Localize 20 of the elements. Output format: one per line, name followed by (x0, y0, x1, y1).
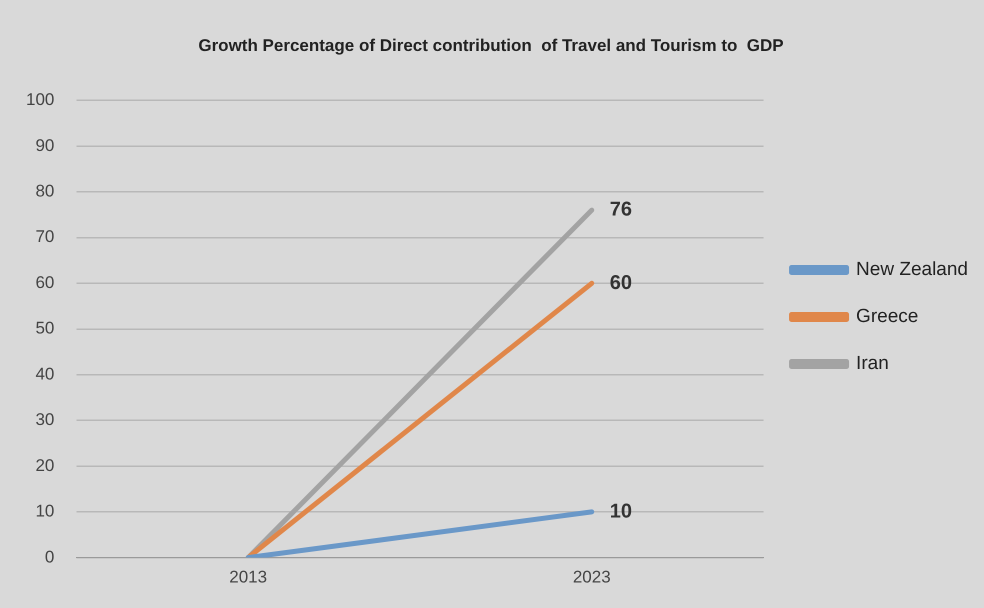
y-tick-label: 10 (35, 502, 54, 521)
y-tick-label: 80 (35, 182, 54, 201)
y-tick-label: 60 (35, 272, 54, 292)
x-tick-label: 2013 (229, 567, 268, 586)
legend-label: New Zealand (856, 259, 968, 280)
legend-label: Greece (856, 306, 918, 328)
data-label: 76 (610, 198, 632, 221)
x-tick-label: 2023 (572, 567, 611, 586)
y-tick-label: 20 (35, 456, 54, 475)
y-tick-label: 70 (35, 227, 54, 246)
legend-label: Iran (856, 353, 889, 374)
y-tick-label: 0 (44, 547, 54, 566)
y-tick-label: 30 (35, 410, 54, 430)
y-tick-label: 40 (35, 364, 54, 384)
y-tick-label: 50 (35, 318, 54, 338)
data-label: 60 (610, 272, 632, 294)
data-label: 10 (610, 500, 632, 522)
y-tick-label: 100 (26, 90, 54, 110)
y-tick-label: 90 (35, 136, 54, 155)
chart-title: Growth Percentage of Direct contribution of Travel and Tourism to GDP (198, 36, 784, 55)
